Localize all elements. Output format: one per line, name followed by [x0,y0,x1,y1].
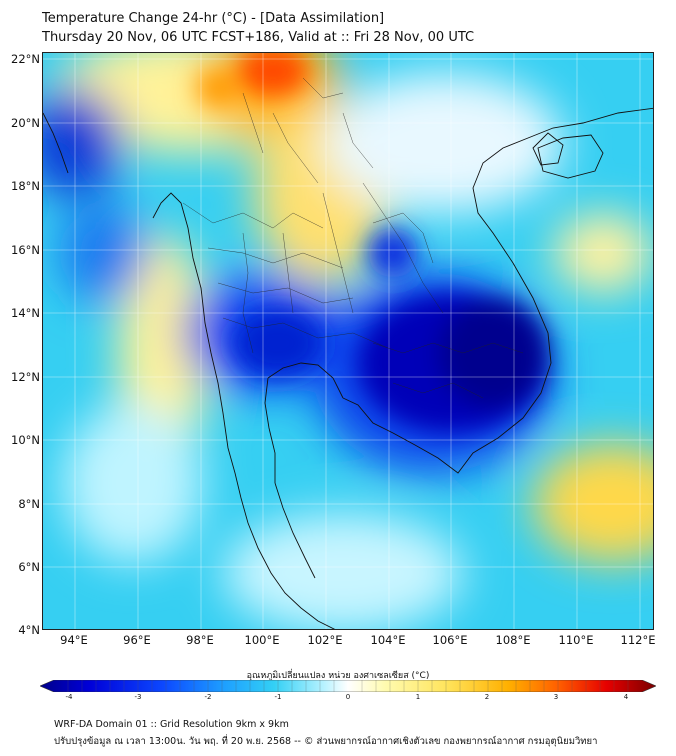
lat-label-20: 20°N [11,116,40,130]
admin-borders [182,77,524,399]
lat-label-16: 16°N [11,243,40,257]
lon-label-110: 110°E [558,633,594,647]
colorbar-tick: 2 [484,693,490,701]
graticule [43,53,653,629]
temperature-change-map [42,52,654,630]
map-canvas [43,53,653,629]
lon-label-94: 94°E [60,633,88,647]
colorbar-tick: -1 [274,693,282,701]
lon-label-98: 98°E [186,633,214,647]
colorbar-title: อุณหภูมิเปลี่ยนแปลง หน่วย องศาเซลเซียส (… [246,671,430,681]
map-title: Temperature Change 24-hr (°C) - [Data As… [42,11,385,26]
lat-label-12: 12°N [11,370,40,384]
coastlines [43,107,653,629]
lat-label-8: 8°N [18,497,40,511]
lon-label-104: 104°E [370,633,406,647]
colorbar-tick: 1 [415,693,421,701]
map-subtitle: Thursday 20 Nov, 06 UTC FCST+186, Valid … [42,30,475,45]
lat-label-6: 6°N [18,560,40,574]
colorbar-tick: -3 [134,693,142,701]
footer-credit: ปรับปรุงข้อมูล ณ เวลา 13:00น. วัน พฤ. ที… [54,736,598,747]
colorbar-tick: 0 [345,693,351,701]
colorbar-tick: 4 [623,693,629,701]
footer-model-info: WRF-DA Domain 01 :: Grid Resolution 9km … [54,719,289,730]
lon-label-108: 108°E [495,633,531,647]
lat-label-22: 22°N [11,52,40,66]
lon-label-100: 100°E [244,633,280,647]
lat-label-4: 4°N [18,623,40,637]
lon-label-96: 96°E [123,633,151,647]
lat-label-18: 18°N [11,179,40,193]
lon-label-106: 106°E [432,633,468,647]
colorbar [40,680,656,692]
lat-label-14: 14°N [11,306,40,320]
lon-label-112: 112°E [620,633,656,647]
colorbar-tick: 3 [553,693,559,701]
colorbar-tick: -4 [65,693,73,701]
colorbar-tick: -2 [204,693,212,701]
lon-label-102: 102°E [307,633,343,647]
lat-label-10: 10°N [11,433,40,447]
